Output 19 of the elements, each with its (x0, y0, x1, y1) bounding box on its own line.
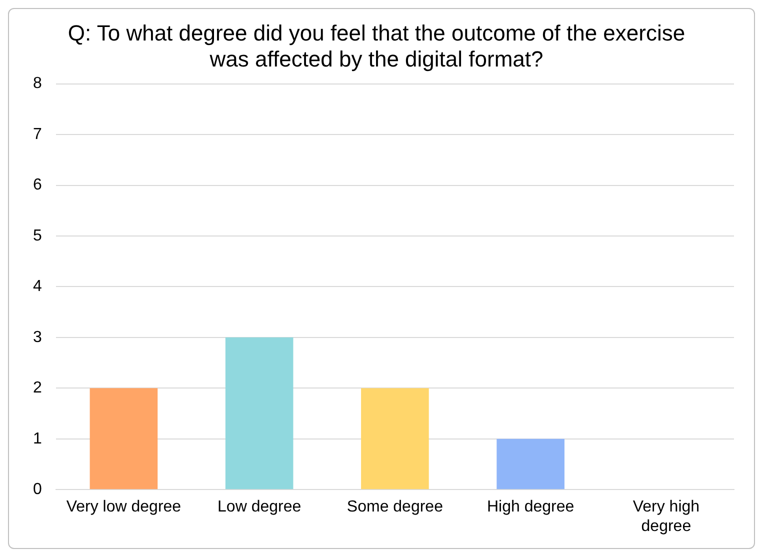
y-tick-label: 0 (32, 481, 42, 498)
x-tick-label: Some degree (346, 498, 444, 516)
y-tick-label: 6 (32, 176, 42, 194)
chart-title: Q: To what degree did you feel that the outcome of the exercise was affected by the digital format? (68, 20, 686, 72)
bar (90, 388, 158, 490)
y-tick-label: 3 (32, 328, 42, 346)
y-tick-label: 5 (32, 227, 42, 244)
x-tick-label: High degree (486, 498, 574, 516)
bar (361, 388, 429, 490)
y-tick-label: 7 (32, 126, 42, 143)
bar (225, 337, 294, 490)
x-tick-label: Very high degree (632, 498, 700, 535)
y-tick-label: 4 (32, 278, 42, 296)
y-tick-label: 2 (32, 380, 42, 397)
y-tick-label: 1 (32, 430, 42, 448)
x-tick-label: Very low degree (66, 498, 182, 516)
bar (496, 438, 564, 490)
y-tick-label: 8 (32, 75, 42, 92)
x-tick-label: Low degree (218, 498, 302, 516)
